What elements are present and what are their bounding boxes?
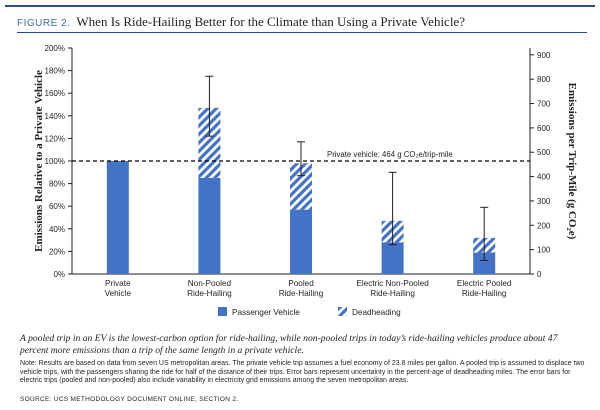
- y-tick-label-left: 120%: [45, 134, 65, 143]
- y-tick-label-left: 180%: [45, 67, 65, 76]
- figure-source: SOURCE: UCS METHODOLOGY DOCUMENT ONLINE,…: [20, 396, 239, 403]
- bar-deadheading: [290, 163, 312, 210]
- y-tick-label-right: 800: [537, 75, 551, 84]
- y-tick-label-right: 0: [537, 270, 542, 279]
- y-tick-label-left: 20%: [49, 247, 65, 256]
- y-axis-title-left: Emissions Relative to a Private Vehicle: [33, 70, 45, 252]
- figure-caption: A pooled trip in an EV is the lowest-car…: [20, 333, 558, 356]
- reference-line-label: Private vehicle: 464 g CO₂e/trip-mile: [327, 150, 453, 159]
- x-tick-label: Private: [105, 279, 131, 288]
- header-rule: [5, 5, 595, 7]
- y-tick-label-left: 100%: [45, 157, 65, 166]
- bar-passenger-vehicle: [198, 177, 221, 274]
- y-tick-label-left: 80%: [49, 180, 65, 189]
- figure-title: FIGURE 2. When Is Ride-Hailing Better for…: [17, 14, 465, 30]
- y-tick-label-left: 0%: [53, 270, 65, 279]
- bar-passenger-vehicle: [473, 252, 496, 274]
- y-tick-label-left: 160%: [45, 89, 65, 98]
- y-tick-label-right: 400: [537, 173, 551, 182]
- bar-passenger-vehicle: [290, 209, 312, 274]
- figure-label: FIGURE 2.: [17, 18, 71, 29]
- x-tick-label: Electric Pooled: [457, 279, 512, 288]
- y-tick-label-left: 60%: [49, 202, 65, 211]
- x-tick-label: Electric Non-Pooled: [356, 279, 429, 288]
- legend-swatch-passenger: [218, 307, 227, 316]
- stacked-bar-chart: 0% 20% 40% 60% 80% 100% 120% 140% 160% 180% 200% 0 1…: [33, 44, 578, 317]
- title-rule: [17, 32, 587, 33]
- y-tick-label-right: 300: [537, 197, 551, 206]
- x-tick-label: Non-Pooled: [188, 279, 232, 288]
- chart-title: When Is Ride-Hailing Better for the Clim…: [76, 14, 465, 29]
- figure-note: Note: Results are based on data from sev…: [20, 360, 585, 384]
- x-tick-label: Vehicle: [105, 289, 132, 298]
- bar-passenger-vehicle: [381, 242, 404, 274]
- legend-label: Deadheading: [352, 308, 401, 317]
- y-tick-label-right: 100: [537, 246, 551, 255]
- y-tick-label-right: 600: [537, 124, 551, 133]
- y-tick-label-right: 200: [537, 221, 551, 230]
- y-tick-label-right: 900: [537, 51, 551, 60]
- x-tick-label: Ride-Hailing: [462, 289, 507, 298]
- bar-passenger-vehicle: [106, 161, 129, 274]
- legend-swatch-deadheading: [338, 307, 347, 316]
- y-tick-label-right: 700: [537, 100, 551, 109]
- x-tick-label: Pooled: [288, 279, 314, 288]
- x-tick-label: Ride-Hailing: [370, 289, 415, 298]
- y-tick-label-left: 40%: [49, 225, 65, 234]
- x-tick-label: Ride-Hailing: [279, 289, 324, 298]
- legend-label: Passenger Vehicle: [232, 308, 300, 317]
- y-tick-label-left: 140%: [45, 112, 65, 121]
- y-tick-label-right: 500: [537, 148, 551, 157]
- y-axis-title-right: Emissions per Trip-Mile (g CO₂e): [566, 83, 578, 240]
- x-tick-label: Ride-Hailing: [187, 289, 232, 298]
- y-tick-label-left: 200%: [45, 44, 65, 53]
